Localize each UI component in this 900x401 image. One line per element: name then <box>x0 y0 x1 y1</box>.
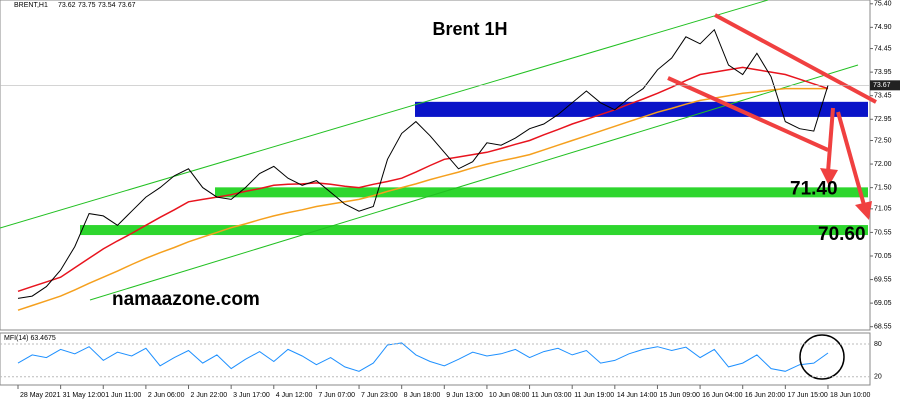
mfi-line <box>17 342 829 372</box>
y-tick-label: 74.45 <box>874 45 892 52</box>
x-tick-label: 18 Jun 10:00 <box>830 392 871 399</box>
wedge-upper <box>714 13 877 104</box>
y-tick-label: 69.05 <box>874 300 892 307</box>
level-label: 71.40 <box>790 178 838 199</box>
price-line <box>17 28 829 299</box>
last-price-badge <box>870 80 900 91</box>
y-tick-label: 68.55 <box>874 324 892 331</box>
x-tick-label: 1 Jun 11:00 <box>105 392 141 399</box>
x-tick-label: 11 Jun 03:00 <box>532 392 572 399</box>
price-pane <box>0 0 871 331</box>
y-tick-label: 72.95 <box>874 116 892 123</box>
ohlc: 73.54 <box>98 2 116 9</box>
target-level <box>215 187 868 198</box>
ohlc: 73.67 <box>118 2 136 9</box>
x-tick-label: 16 Jun 04:00 <box>702 392 743 399</box>
level-label: 70.60 <box>818 224 866 245</box>
x-tick-label: 9 Jun 13:00 <box>446 392 483 399</box>
y-tick-label: 72.50 <box>874 137 892 144</box>
y-tick-label: 75.40 <box>874 1 892 8</box>
x-tick-label: 10 Jun 08:00 <box>489 392 530 399</box>
ohlc: 73.62 <box>58 2 76 9</box>
ohlc: 73.75 <box>78 2 96 9</box>
x-tick-label: 7 Jun 07:00 <box>318 392 355 399</box>
y-tick-label: 69.55 <box>874 276 892 283</box>
x-tick-label: 11 Jun 19:00 <box>574 392 614 399</box>
arrow-head <box>820 168 838 186</box>
channel-upper <box>0 0 769 229</box>
x-tick-label: 7 Jun 23:00 <box>361 392 398 399</box>
wedge-lower <box>667 76 829 152</box>
x-tick-label: 2 Jun 06:00 <box>148 392 185 399</box>
moving-average <box>17 66 829 293</box>
x-tick-label: 2 Jun 22:00 <box>191 392 228 399</box>
mfi-pane <box>0 332 871 386</box>
mfi-tick-label: 20 <box>874 374 882 381</box>
x-tick-label: 28 May 2021 <box>20 392 61 399</box>
y-tick-label: 71.50 <box>874 184 892 191</box>
x-tick-label: 14 Jun 14:00 <box>617 392 658 399</box>
arrow <box>826 107 835 173</box>
target-level <box>80 225 868 236</box>
moving-average <box>17 87 828 311</box>
y-tick-label: 72.00 <box>874 161 892 168</box>
arrow-head <box>855 201 872 220</box>
y-tick-label: 74.90 <box>874 24 892 31</box>
y-tick-label: 73.95 <box>874 69 892 76</box>
y-tick-label: 70.05 <box>874 253 892 260</box>
x-tick-label: 17 Jun 15:00 <box>787 392 828 399</box>
x-tick-label: 16 Jun 20:00 <box>745 392 786 399</box>
resistance-zone <box>415 101 868 117</box>
x-tick-label: 3 Jun 17:00 <box>233 392 270 399</box>
mfi-label: MFI(14) 63.4675 <box>4 335 56 342</box>
chart-title: Brent 1H <box>432 19 507 39</box>
x-tick-label: 15 Jun 09:00 <box>659 392 700 399</box>
x-tick-label: 8 Jun 18:00 <box>404 392 441 399</box>
mfi-tick-label: 80 <box>874 341 882 348</box>
y-tick-label: 70.55 <box>874 229 892 236</box>
y-tick-label: 73.45 <box>874 93 892 100</box>
highlight-circle <box>799 334 845 380</box>
x-tick-label: 31 May 12:00 <box>63 392 106 399</box>
x-tick-label: 4 Jun 12:00 <box>276 392 313 399</box>
arrow <box>836 111 866 206</box>
watermark: namaazone.com <box>112 289 260 310</box>
last-price: 73.67 <box>873 82 891 89</box>
y-tick-label: 71.05 <box>874 206 892 213</box>
symbol: BRENT,H1 <box>14 2 48 9</box>
